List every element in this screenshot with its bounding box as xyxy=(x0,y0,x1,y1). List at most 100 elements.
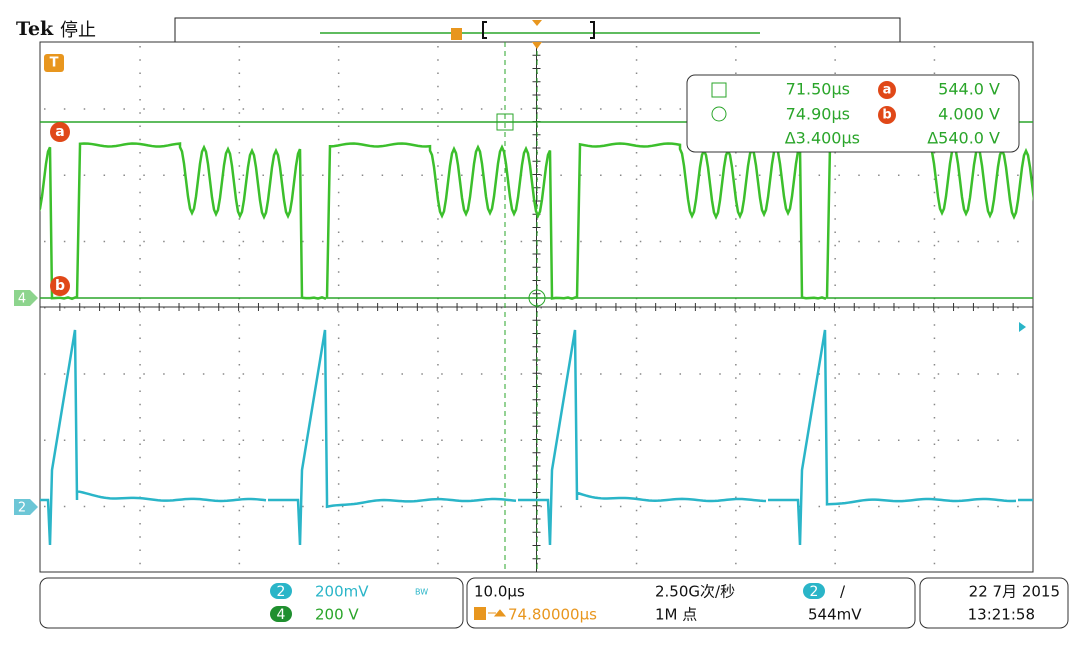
grid-dot xyxy=(421,307,423,309)
grid-dot xyxy=(735,496,737,498)
grid-dot xyxy=(933,403,936,406)
grid-dot xyxy=(735,417,737,419)
grid-dot xyxy=(183,307,185,309)
grid-dot xyxy=(600,373,602,375)
grid-dot xyxy=(635,496,638,498)
grid-dot xyxy=(580,373,582,375)
grid-dot xyxy=(735,562,737,565)
grid-dot xyxy=(461,240,463,243)
grid-dot xyxy=(933,549,936,551)
grid-dot xyxy=(500,373,503,375)
grid-dot xyxy=(619,174,622,176)
grid-dot xyxy=(933,72,936,74)
grid-dot xyxy=(735,178,737,180)
grid-dot xyxy=(635,72,638,74)
grid-dot xyxy=(635,483,638,485)
grid-dot xyxy=(322,505,324,508)
grid-dot xyxy=(560,307,562,309)
grid-dot xyxy=(933,377,936,379)
grid-dot xyxy=(977,174,979,176)
grid-dot xyxy=(639,108,642,110)
grid-dot xyxy=(202,307,205,309)
grid-dot xyxy=(238,417,241,419)
grid-dot xyxy=(103,108,106,110)
grid-dot xyxy=(139,430,141,432)
grid-dot xyxy=(437,125,439,127)
grid-dot xyxy=(834,271,836,273)
grid-dot xyxy=(659,307,662,309)
grid-dot xyxy=(635,85,638,88)
trigger-position xyxy=(532,42,542,49)
grid-dot xyxy=(619,373,622,375)
grid-dot xyxy=(635,430,638,432)
grid-dot xyxy=(139,72,141,74)
grid-dot xyxy=(238,152,241,154)
grid-dot xyxy=(238,258,241,260)
grid-dot xyxy=(635,99,638,101)
grid-dot xyxy=(679,307,682,309)
grid-dot xyxy=(103,174,106,176)
grid-dot xyxy=(437,417,439,419)
grid-dot xyxy=(437,443,439,445)
grid-dot xyxy=(163,439,165,441)
grid-dot xyxy=(222,108,225,110)
grid-dot xyxy=(437,390,439,392)
grid-dot xyxy=(997,240,999,243)
grid-dot xyxy=(437,165,439,167)
grid-dot xyxy=(83,240,86,243)
grid-dot xyxy=(262,240,264,243)
grid-dot xyxy=(437,509,439,512)
grid-dot xyxy=(238,205,241,207)
grid-dot xyxy=(659,505,662,508)
grid-dot xyxy=(337,59,340,61)
grid-dot xyxy=(735,46,737,48)
grid-dot xyxy=(679,373,682,375)
grid-dot xyxy=(381,174,384,176)
grid-dot xyxy=(957,439,960,441)
grid-dot xyxy=(1017,307,1019,309)
grid-dot xyxy=(1017,174,1019,176)
grid-dot xyxy=(139,284,141,286)
grid-dot xyxy=(834,178,836,180)
grid-dot xyxy=(202,240,205,243)
trigger-marker xyxy=(44,54,64,72)
readout-a-letter: a xyxy=(883,83,892,98)
trigger-source-badge xyxy=(803,583,825,599)
grid-dot xyxy=(139,549,141,551)
grid-dot xyxy=(560,439,562,441)
grid-dot xyxy=(878,240,880,243)
grid-dot xyxy=(381,307,384,309)
grid-dot xyxy=(635,112,638,114)
grid-dot xyxy=(437,536,439,538)
grid-dot xyxy=(361,373,364,375)
readout-delta-time: Δ3.400µs xyxy=(785,129,860,148)
grid-dot xyxy=(437,85,439,88)
readout-delta-volt: Δ540.0 V xyxy=(927,129,1000,148)
grid-dot xyxy=(139,152,141,154)
grid-dot xyxy=(238,59,241,61)
grid-dot xyxy=(322,439,324,441)
grid-dot xyxy=(322,373,324,375)
grid-dot xyxy=(437,231,439,233)
grid-dot xyxy=(635,218,638,220)
grid-dot xyxy=(123,240,125,243)
grid-dot xyxy=(401,174,403,176)
grid-dot xyxy=(337,231,340,233)
grid-dot xyxy=(163,108,165,110)
grid-dot xyxy=(337,165,340,167)
grid-dot xyxy=(635,536,638,538)
grid-dot xyxy=(437,271,439,273)
grid-dot xyxy=(103,240,106,243)
grid-dot xyxy=(139,258,141,260)
grid-dot xyxy=(238,218,241,220)
ch2-scale: 200mV xyxy=(315,583,369,601)
grid-dot xyxy=(536,337,538,339)
grid-dot xyxy=(337,191,340,194)
grid-dot xyxy=(735,72,737,74)
grid-dot xyxy=(238,324,241,326)
grid-dot xyxy=(337,125,340,127)
grid-dot xyxy=(834,258,836,260)
grid-dot xyxy=(238,178,241,180)
grid-dot xyxy=(401,505,403,508)
grid-dot xyxy=(739,373,741,375)
